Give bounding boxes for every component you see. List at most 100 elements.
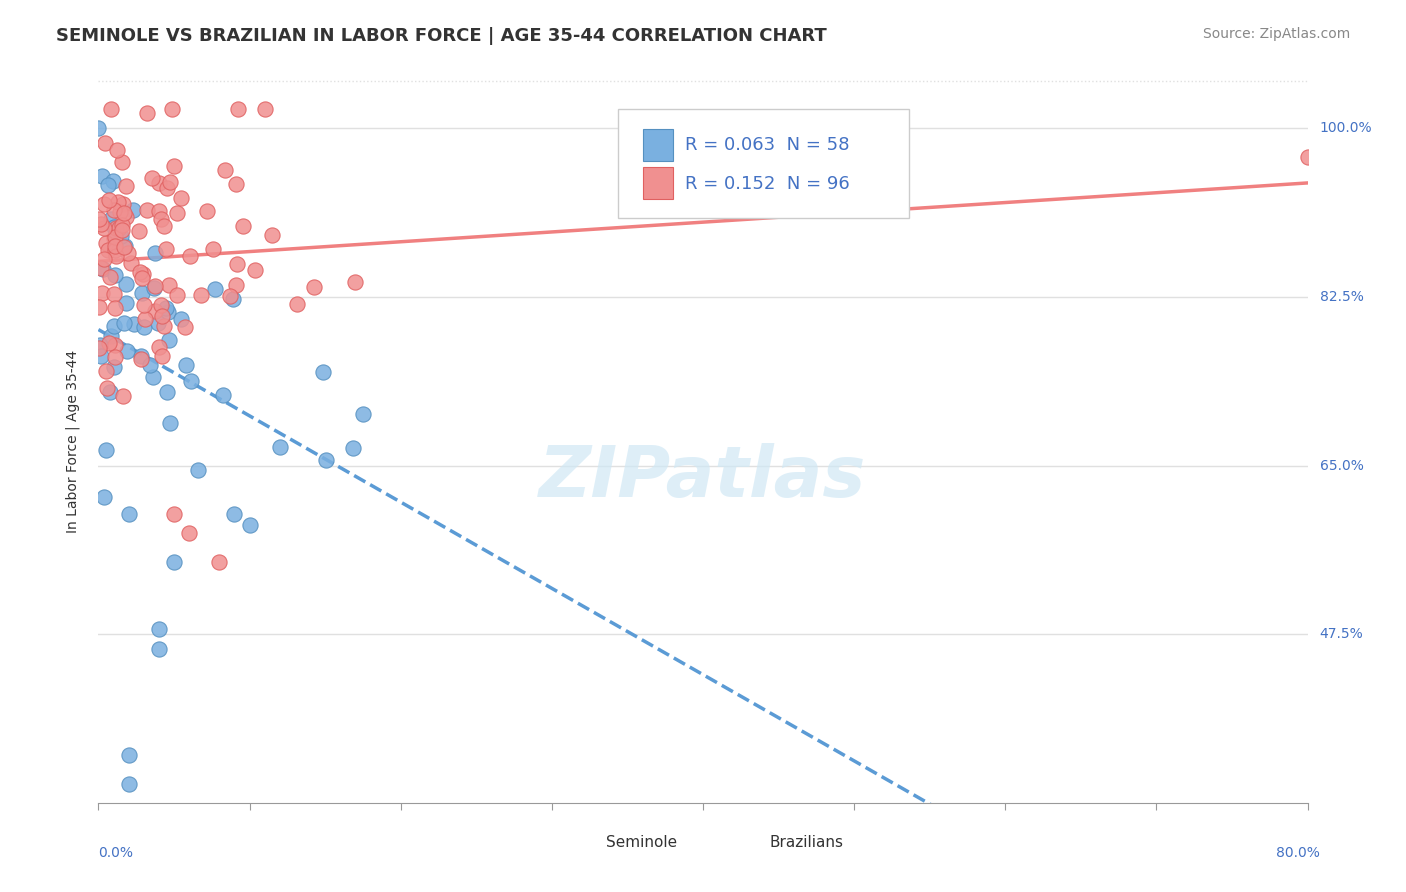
Brazilians [149,212,172,227]
Brazilians [120,256,142,270]
Brazilians [148,340,170,354]
Brazilians [179,526,201,541]
Brazilians [94,364,117,378]
Seminole [148,316,170,330]
Brazilians [100,102,122,116]
Brazilians [150,349,173,363]
Seminole [142,369,165,384]
Brazilians [163,159,186,173]
Brazilians [93,197,115,211]
Brazilians [94,236,117,251]
Seminole [312,365,335,379]
Brazilians [132,298,155,312]
Text: 0.0%: 0.0% [98,847,134,860]
Brazilians [155,242,177,256]
Brazilians [97,243,120,257]
Brazilians [160,102,183,116]
Brazilians [90,285,112,300]
Brazilians [105,249,128,263]
Brazilians [105,143,128,157]
FancyBboxPatch shape [619,109,908,218]
Bar [740,838,761,861]
Brazilians [108,204,131,219]
Seminole [93,491,115,505]
Bar [582,838,603,861]
Brazilians [128,224,150,238]
Seminole [352,407,374,421]
Brazilians [170,191,193,205]
Brazilians [115,178,138,193]
Text: 100.0%: 100.0% [1320,121,1372,136]
Brazilians [152,318,174,333]
Brazilians [225,257,247,271]
Brazilians [90,218,112,232]
Brazilians [87,300,110,314]
Text: ZIPatlas: ZIPatlas [540,443,866,512]
Brazilians [159,175,181,189]
Brazilians [103,231,125,245]
Text: R = 0.063  N = 58: R = 0.063 N = 58 [685,136,849,154]
Seminole [143,245,166,260]
Seminole [122,202,145,217]
Seminole [98,384,121,399]
Brazilians [166,288,188,302]
Seminole [156,304,179,318]
Brazilians [98,335,121,350]
Brazilians [104,239,127,253]
Brazilians [243,263,266,277]
Seminole [97,178,120,192]
Brazilians [214,162,236,177]
Brazilians [150,298,173,312]
Seminole [105,225,128,239]
Bar [643,167,673,200]
Seminole [103,220,125,235]
Brazilians [98,270,121,285]
Seminole [129,350,152,364]
Seminole [187,462,209,476]
Seminole [342,441,364,455]
Text: SEMINOLE VS BRAZILIAN IN LABOR FORCE | AGE 35-44 CORRELATION CHART: SEMINOLE VS BRAZILIAN IN LABOR FORCE | A… [56,27,827,45]
Seminole [157,333,180,347]
Text: 82.5%: 82.5% [1320,290,1364,304]
Text: Seminole: Seminole [606,835,678,850]
Seminole [118,776,141,790]
Brazilians [150,309,173,323]
Brazilians [104,244,127,258]
Seminole [159,416,181,430]
Text: 80.0%: 80.0% [1275,847,1320,860]
Text: R = 0.152  N = 96: R = 0.152 N = 96 [685,175,849,193]
Brazilians [129,265,152,279]
Brazilians [131,267,153,281]
Brazilians [112,206,135,220]
Brazilians [153,219,176,233]
Seminole [96,443,118,458]
Brazilians [104,337,127,351]
Brazilians [96,381,118,395]
Brazilians [225,177,247,191]
Seminole [269,440,291,454]
Seminole [100,329,122,343]
Seminole [174,358,197,372]
Brazilians [112,389,135,403]
Seminole [139,358,162,372]
Brazilians [201,242,224,256]
Brazilians [163,507,186,521]
Seminole [87,121,110,136]
Seminole [90,349,112,363]
Brazilians [219,289,242,303]
Brazilians [111,222,134,236]
Brazilians [90,260,112,275]
Brazilians [285,297,308,311]
Seminole [114,316,136,330]
Brazilians [343,275,366,289]
Seminole [163,555,186,569]
Brazilians [104,221,127,235]
Brazilians [134,312,156,326]
Brazilians [89,212,111,227]
Brazilians [254,102,277,116]
Seminole [212,388,235,402]
Brazilians [179,250,201,264]
Brazilians [112,239,135,253]
Seminole [148,641,170,656]
Seminole [118,747,141,762]
